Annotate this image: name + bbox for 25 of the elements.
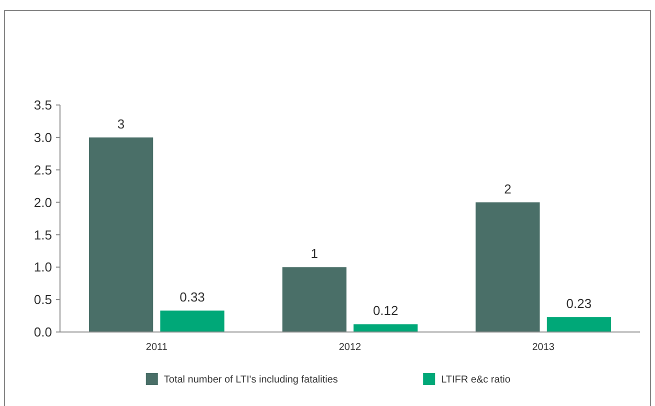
- x-tick-label: 2011: [146, 342, 168, 353]
- bar: [160, 310, 224, 332]
- data-label: 3: [117, 116, 125, 132]
- y-tick-label: 2.0: [34, 194, 52, 210]
- y-tick-label: 1.0: [34, 260, 52, 275]
- bar: [89, 137, 154, 332]
- data-label: 2: [504, 181, 512, 196]
- y-tick-label: 2.5: [34, 162, 52, 178]
- data-label: 1: [310, 246, 318, 262]
- bar: [282, 267, 346, 332]
- y-tick-label: 0.0: [34, 324, 52, 340]
- data-label: 0.12: [372, 303, 398, 318]
- data-label: 0.23: [566, 296, 592, 312]
- y-tick-label: 0.5: [34, 292, 52, 308]
- x-tick-label: 2013: [532, 342, 555, 353]
- y-tick-label: 3.0: [34, 130, 52, 145]
- legend-label: Total number of LTI's including fatalities: [164, 374, 338, 386]
- legend-label: LTIFR e&c ratio: [441, 374, 511, 386]
- bar: [546, 317, 611, 332]
- data-label: 0.33: [180, 290, 205, 305]
- y-tick-label: 1.5: [34, 227, 52, 242]
- bar: [354, 324, 418, 332]
- bar: [476, 202, 540, 332]
- y-tick-label: 3.5: [34, 98, 52, 113]
- x-tick-label: 2012: [338, 342, 362, 353]
